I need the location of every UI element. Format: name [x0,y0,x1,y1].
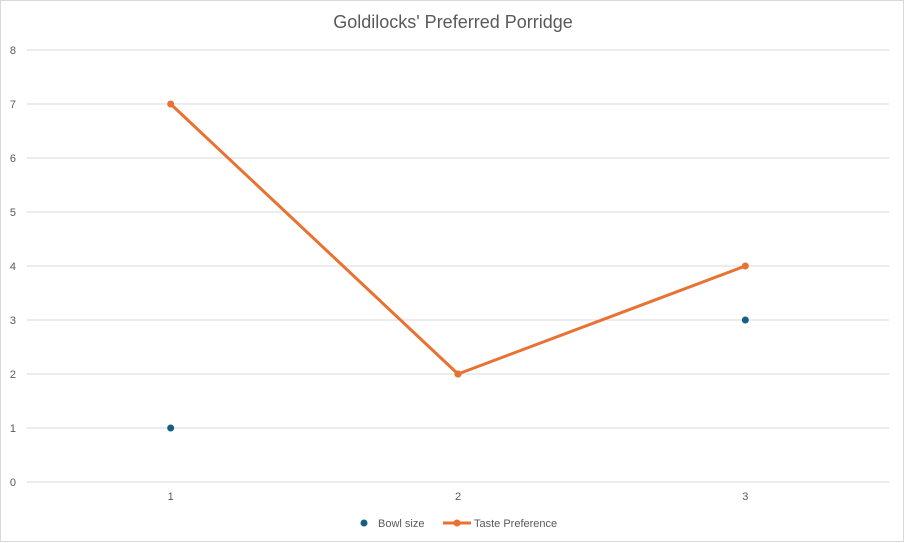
y-tick-label: 5 [10,207,16,219]
data-point [167,424,175,432]
y-tick-label: 4 [10,261,16,273]
data-point [741,262,749,270]
y-tick-label: 7 [10,99,16,111]
series-layer [167,100,749,432]
y-axis-ticks: 0 1 2 3 4 5 6 7 8 [10,45,16,489]
y-tick-label: 1 [10,423,16,435]
x-axis-ticks: 1 2 3 [168,491,749,503]
data-point [741,316,749,324]
x-tick-label: 2 [455,491,461,503]
gridlines [27,49,889,483]
y-tick-label: 8 [10,45,16,57]
data-point [454,370,462,378]
legend: Bowl size Taste Preference [360,518,557,530]
y-tick-label: 0 [10,477,16,489]
x-tick-label: 3 [742,491,748,503]
legend-marker [360,519,368,527]
y-tick-label: 2 [10,369,16,381]
y-tick-label: 3 [10,315,16,327]
series-line [169,102,747,376]
data-point [167,100,175,108]
x-tick-label: 1 [168,491,174,503]
y-tick-label: 6 [10,153,16,165]
chart-title: Goldilocks' Preferred Porridge [333,12,573,32]
legend-label: Bowl size [378,518,424,530]
legend-marker [453,519,461,527]
legend-label: Taste Preference [474,518,557,530]
series-1 [167,100,749,378]
